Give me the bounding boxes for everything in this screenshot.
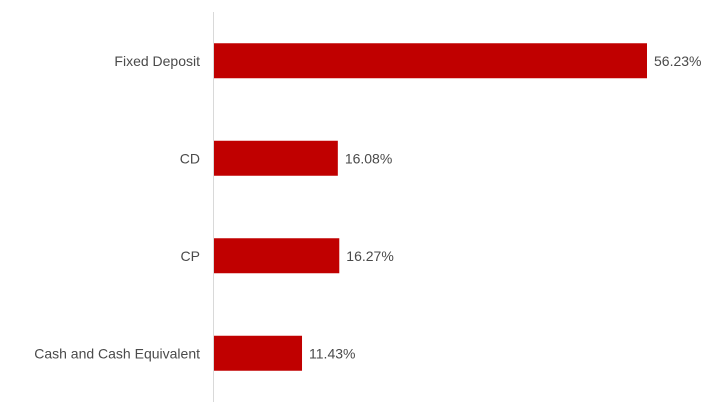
value-label: 16.08%: [345, 150, 392, 166]
category-label: Fixed Deposit: [114, 53, 200, 69]
category-labels-group: Fixed Deposit CD CP Cash and Cash Equivalen…: [34, 53, 200, 362]
value-label: 16.27%: [346, 248, 393, 264]
category-label: CD: [180, 150, 200, 166]
bar-cash-and-cash-equivalent: [214, 335, 303, 371]
category-label: Cash and Cash Equivalent: [34, 345, 200, 361]
bar-fixed-deposit: [214, 43, 647, 79]
value-label: 56.23%: [654, 53, 701, 69]
value-label: 11.43%: [309, 345, 355, 361]
value-labels-group: 56.23% 16.08% 16.27% 11.43%: [309, 53, 701, 362]
category-label: CP: [181, 248, 200, 264]
bar-cd: [214, 140, 338, 176]
bars-group: [214, 43, 647, 371]
bar-cp: [214, 238, 340, 274]
